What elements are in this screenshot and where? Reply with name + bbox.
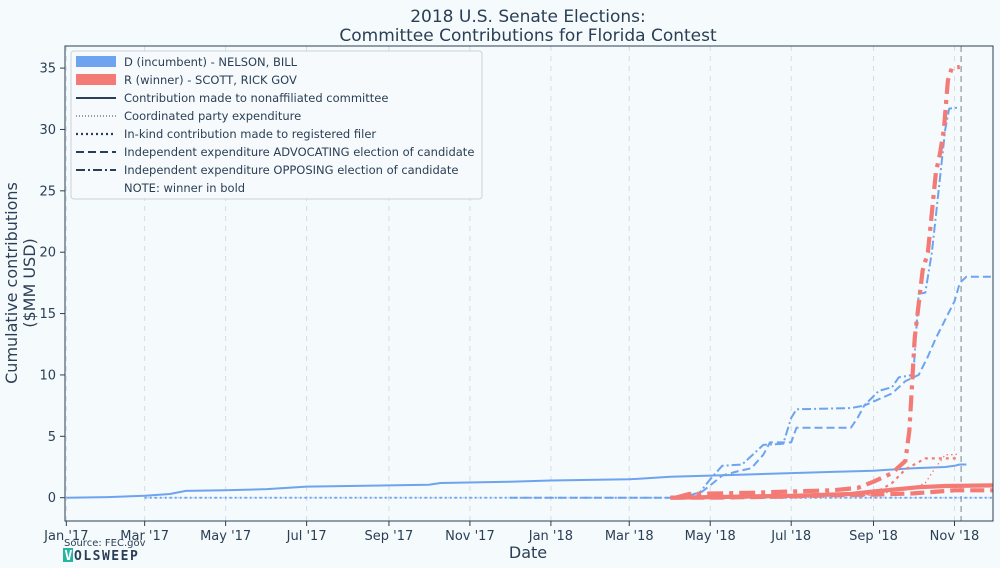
y-tick-label: 5 bbox=[48, 430, 56, 445]
y-tick-label: 15 bbox=[39, 307, 56, 322]
x-tick-label: Nov '17 bbox=[445, 529, 495, 544]
series-d-dashdot bbox=[694, 106, 960, 499]
x-tick-label: May '17 bbox=[200, 529, 251, 544]
x-tick-label: Mar '18 bbox=[605, 529, 654, 544]
chart-title-line-2: Committee Contributions for Florida Cont… bbox=[339, 26, 717, 46]
y-axis-label-line-1: Cumulative contributions bbox=[2, 182, 21, 384]
y-tick-label: 35 bbox=[39, 62, 56, 77]
legend-swatch-democrat bbox=[76, 56, 116, 67]
series-lines bbox=[66, 64, 994, 500]
y-axis-label-line-2: ($MM USD) bbox=[20, 238, 39, 328]
series-r-dashed bbox=[670, 488, 993, 500]
legend-label-dashed: Independent expenditure ADVOCATING elect… bbox=[124, 145, 474, 159]
x-tick-label: Jul '17 bbox=[286, 529, 327, 544]
y-tick-label: 20 bbox=[39, 246, 56, 261]
legend: D (incumbent) - NELSON, BILL R (winner) … bbox=[70, 50, 483, 200]
legend-label-dotted: In-kind contribution made to registered … bbox=[124, 127, 376, 141]
x-tick-label: Jan '17 bbox=[43, 529, 88, 544]
x-tick-label: Mar '17 bbox=[120, 529, 169, 544]
legend-note: NOTE: winner in bold bbox=[124, 181, 245, 195]
source-note: Source: FEC.gov bbox=[64, 538, 146, 549]
legend-label-dashdot: Independent expenditure OPPOSING electio… bbox=[124, 163, 458, 177]
logo-mark-box bbox=[63, 548, 73, 562]
y-tick-label: 0 bbox=[48, 491, 56, 506]
x-axis-ticks: Jan '17 Mar '17 May '17 Jul '17 Sep '17 Nov '… bbox=[43, 521, 979, 544]
y-tick-label: 25 bbox=[39, 184, 56, 199]
legend-swatch-republican bbox=[76, 74, 116, 85]
plot-frame bbox=[64, 45, 994, 522]
series-d-dashed bbox=[509, 275, 993, 499]
y-tick-label: 10 bbox=[39, 368, 56, 383]
legend-box bbox=[70, 50, 483, 200]
x-tick-label: Sep '17 bbox=[365, 529, 414, 544]
logo-mark: V bbox=[65, 549, 74, 564]
series-d-solid bbox=[66, 463, 967, 499]
legend-label-republican: R (winner) - SCOTT, RICK GOV bbox=[124, 73, 297, 87]
x-tick-label: Nov '18 bbox=[930, 529, 980, 544]
series-r-dashdot bbox=[675, 64, 961, 500]
chart-title-line-1: 2018 U.S. Senate Elections: bbox=[410, 7, 646, 27]
x-tick-label: Jul '18 bbox=[770, 529, 811, 544]
legend-label-solid: Contribution made to nonaffiliated commi… bbox=[124, 91, 388, 105]
x-tick-label: May '18 bbox=[685, 529, 736, 544]
x-tick-label: Sep '18 bbox=[849, 529, 898, 544]
y-tick-label: 30 bbox=[39, 123, 56, 138]
series-r-thin-dotted bbox=[670, 452, 960, 499]
y-axis-ticks: 0 5 10 15 20 25 30 35 bbox=[39, 62, 65, 506]
x-axis-label: Date bbox=[509, 543, 547, 562]
x-tick-label: Jan '18 bbox=[528, 529, 573, 544]
legend-label-thin-dotted: Coordinated party expenditure bbox=[124, 109, 301, 123]
legend-label-democrat: D (incumbent) - NELSON, BILL bbox=[124, 55, 298, 69]
logo-text: OLSWEEP bbox=[74, 549, 139, 564]
